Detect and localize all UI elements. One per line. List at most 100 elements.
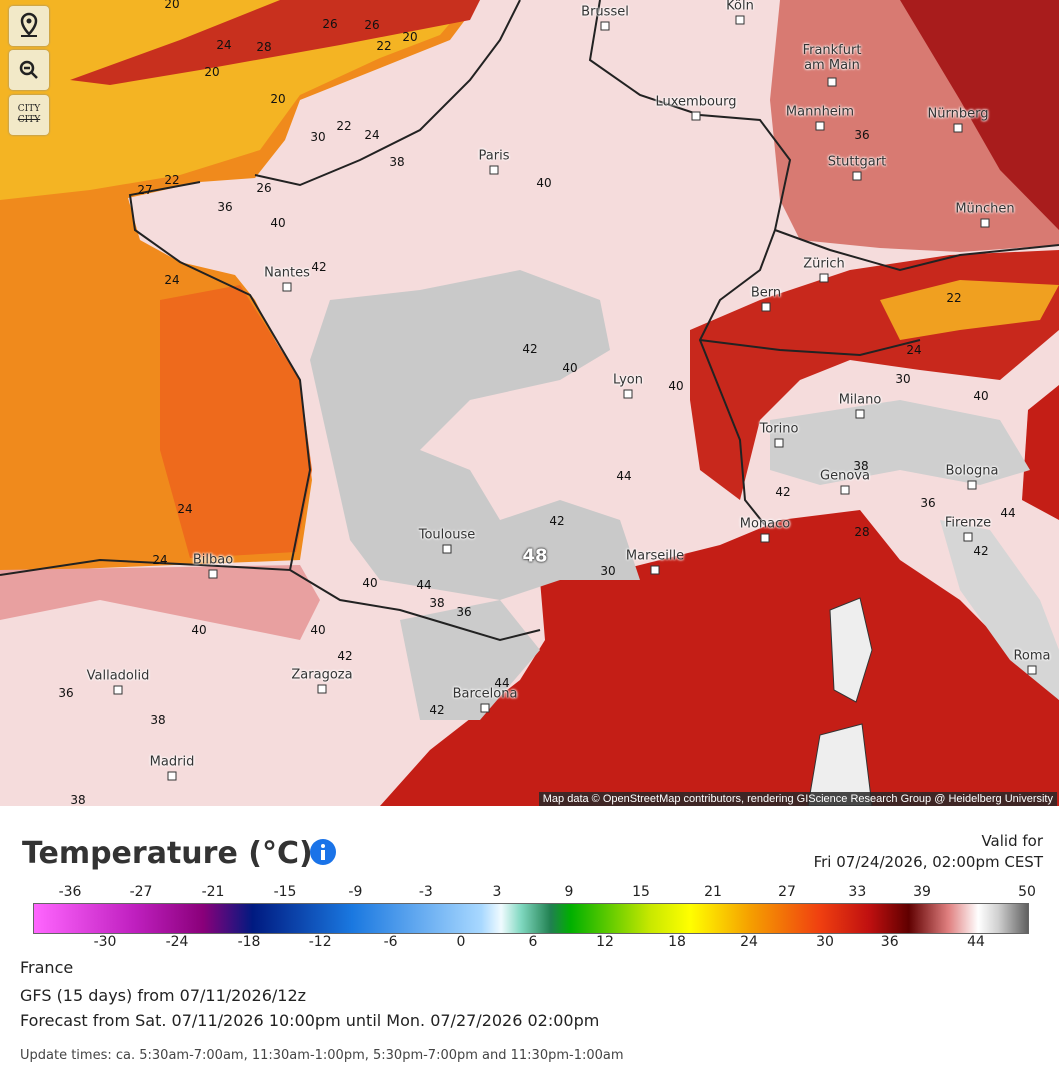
contour-label: 20: [402, 30, 418, 44]
contour-label: 42: [429, 703, 445, 717]
zoom-button[interactable]: [9, 50, 49, 90]
hot-area-catalonia: [400, 600, 540, 720]
attribution: Map data © OpenStreetMap contributors, r…: [538, 792, 1057, 806]
contour-label: 40: [310, 623, 326, 637]
city-marker[interactable]: [317, 684, 327, 694]
spain-north: [0, 565, 320, 640]
city-marker[interactable]: [623, 389, 633, 399]
city-label[interactable]: Paris: [478, 148, 510, 164]
city-marker[interactable]: [852, 171, 862, 181]
city-label[interactable]: Zaragoza: [291, 667, 353, 683]
valid-time: Fri 07/24/2026, 02:00pm CEST: [813, 853, 1043, 871]
city-marker[interactable]: [774, 438, 784, 448]
info-icon[interactable]: [309, 838, 337, 866]
city-label[interactable]: Bilbao: [192, 552, 234, 568]
legend-top-label: 15: [632, 884, 650, 900]
city-marker[interactable]: [113, 685, 123, 695]
contour-label: 22: [336, 119, 352, 133]
city-label[interactable]: Valladolid: [86, 668, 150, 684]
contour-label: 48: [522, 545, 548, 567]
contour-label: 42: [973, 544, 989, 558]
forecast-range: Forecast from Sat. 07/11/2026 10:00pm un…: [20, 1011, 600, 1030]
contour-label: 20: [204, 65, 220, 79]
city-marker[interactable]: [600, 21, 610, 31]
city-label[interactable]: Marseille: [625, 548, 685, 564]
city-marker[interactable]: [980, 218, 990, 228]
contour-label: 24: [152, 553, 168, 567]
city-marker[interactable]: [167, 771, 177, 781]
city-marker[interactable]: [760, 533, 770, 543]
city-label[interactable]: Brussel: [581, 4, 629, 20]
city-label[interactable]: Stuttgart: [827, 154, 887, 170]
hot-area-po: [770, 400, 1030, 485]
city-label[interactable]: Mannheim: [785, 104, 855, 120]
city-marker[interactable]: [953, 123, 963, 133]
city-label[interactable]: Barcelona: [452, 686, 518, 702]
city-marker[interactable]: [967, 480, 977, 490]
pin-icon: [20, 12, 38, 37]
city-marker[interactable]: [819, 273, 829, 283]
city-marker[interactable]: [827, 77, 837, 87]
legend-top-label: -9: [348, 884, 363, 900]
england-coast: [70, 0, 480, 85]
city-label[interactable]: Frankfurt am Main: [802, 43, 862, 73]
legend: -36 -27 -21 -15 -9 -3 3 9 15 21 27 33 39 50 -30 -24 -18-…: [0, 880, 1059, 960]
contour-label: 40: [270, 216, 286, 230]
city-marker[interactable]: [963, 532, 973, 542]
city-label[interactable]: Firenze: [944, 515, 992, 531]
city-marker[interactable]: [480, 703, 490, 713]
contour-label: 38: [429, 596, 445, 610]
city-label[interactable]: Köln: [726, 0, 754, 14]
city-marker[interactable]: [761, 302, 771, 312]
city-label[interactable]: Genova: [820, 468, 870, 484]
city-label[interactable]: Roma: [1013, 648, 1051, 664]
contour-label: 38: [853, 459, 869, 473]
city-label[interactable]: Nantes: [264, 265, 310, 281]
legend-bottom-label: 0: [456, 934, 466, 950]
contour-label: 26: [256, 181, 272, 195]
contour-label: 24: [164, 273, 180, 287]
legend-bottom-label: 24: [740, 934, 758, 950]
contour-label: 36: [217, 200, 233, 214]
city-label[interactable]: Torino: [759, 421, 799, 437]
legend-top-label: 33: [848, 884, 867, 900]
city-marker[interactable]: [815, 121, 825, 131]
alps-warm: [880, 280, 1059, 340]
contour-label: 38: [70, 793, 86, 806]
city-label[interactable]: Nürnberg: [927, 106, 989, 122]
coastline: [0, 181, 312, 576]
city-marker[interactable]: [282, 282, 292, 292]
city-marker[interactable]: [691, 111, 701, 121]
map[interactable]: Brussel Köln Frankfurt am Main Luxembourg Ma…: [0, 0, 1059, 806]
contour-label: 44: [1000, 506, 1016, 520]
city-marker[interactable]: [650, 565, 660, 575]
contour-label: 42: [775, 485, 791, 499]
city-label[interactable]: Bern: [750, 285, 782, 301]
city-label[interactable]: Zürich: [803, 256, 845, 272]
location-button[interactable]: [9, 6, 49, 46]
hot-area-france: [310, 270, 640, 600]
legend-bottom-label: -6: [383, 934, 398, 950]
city-label[interactable]: Monaco: [739, 516, 791, 532]
city-label[interactable]: Toulouse: [418, 527, 476, 543]
city-button[interactable]: CITY CITY: [9, 95, 49, 135]
contour-label: 30: [895, 372, 911, 386]
city-label[interactable]: Lyon: [613, 372, 643, 388]
city-marker[interactable]: [855, 409, 865, 419]
map-background: [0, 0, 1059, 806]
legend-bottom-label: 18: [668, 934, 686, 950]
city-marker[interactable]: [208, 569, 218, 579]
city-label[interactable]: Madrid: [149, 754, 195, 770]
city-label[interactable]: Bologna: [945, 463, 999, 479]
contour-label: 42: [549, 514, 565, 528]
city-marker[interactable]: [442, 544, 452, 554]
city-marker[interactable]: [840, 485, 850, 495]
city-label[interactable]: Milano: [838, 392, 882, 408]
city-marker[interactable]: [735, 15, 745, 25]
city-label[interactable]: Luxembourg: [655, 94, 737, 110]
city-label[interactable]: München: [955, 201, 1015, 217]
contour-label: 44: [616, 469, 632, 483]
city-marker[interactable]: [1027, 665, 1037, 675]
city-marker[interactable]: [489, 165, 499, 175]
